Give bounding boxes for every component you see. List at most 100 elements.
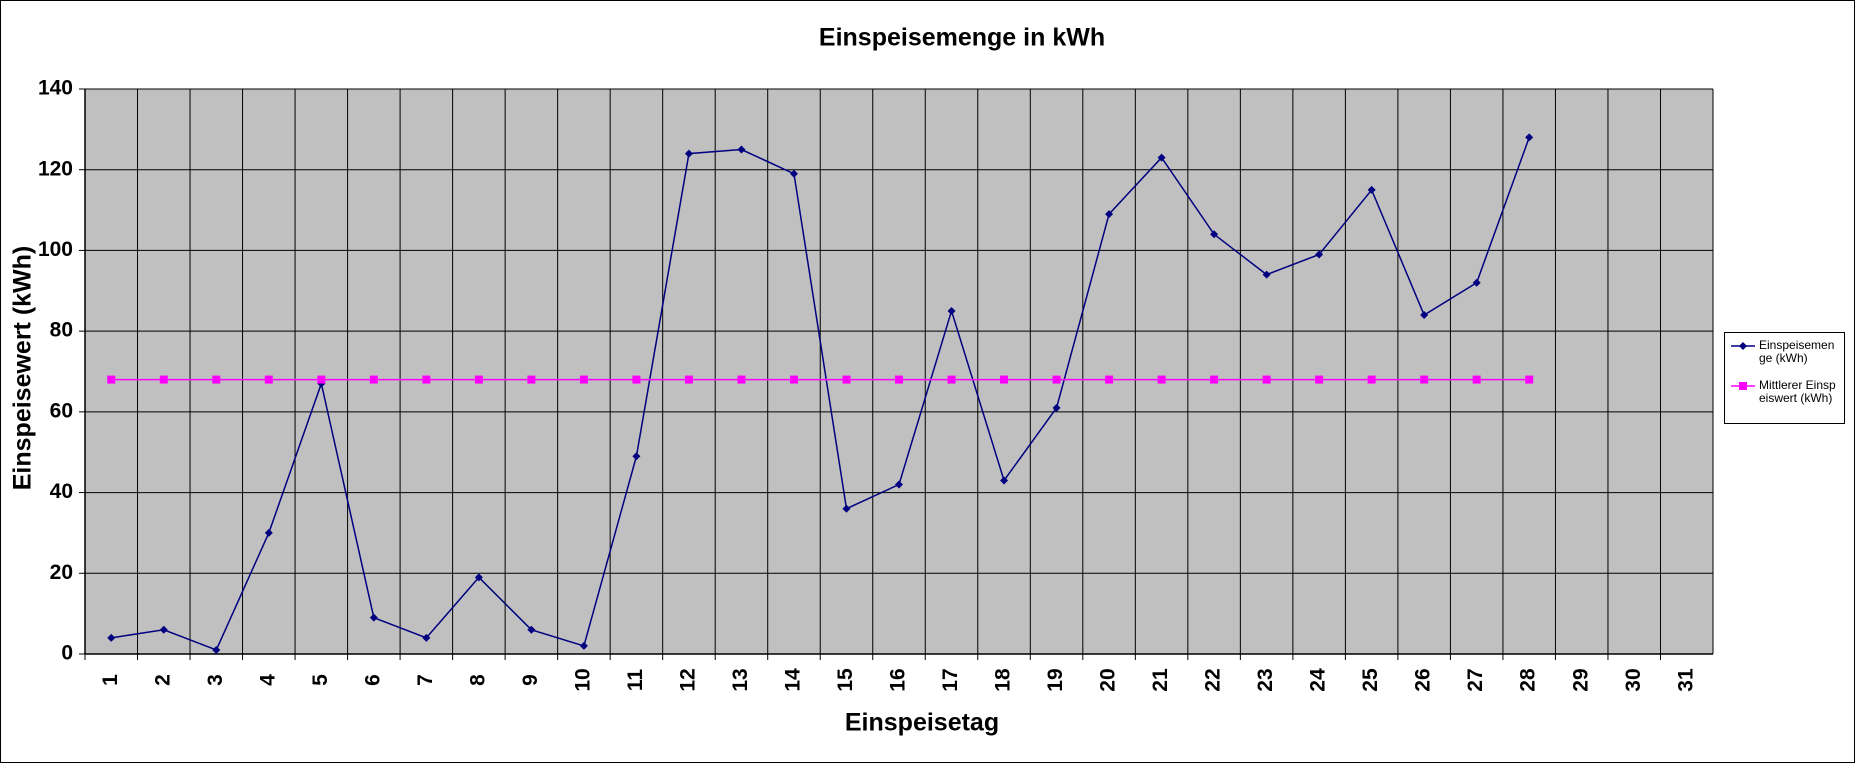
marker (1052, 375, 1061, 384)
x-tick-label: 29 (1569, 668, 1592, 691)
x-tick-label: 24 (1307, 668, 1330, 692)
x-tick-label: 12 (676, 668, 699, 691)
marker (1472, 278, 1481, 287)
y-tick-label: 100 (38, 238, 73, 261)
x-tick-label: 31 (1674, 668, 1697, 692)
marker (1525, 133, 1534, 142)
marker (159, 625, 168, 634)
x-tick-label: 4 (256, 674, 279, 686)
legend-symbol (1731, 382, 1755, 390)
marker (895, 480, 903, 489)
marker (159, 375, 168, 384)
marker (1000, 375, 1009, 384)
legend-item: Einspeisemenge (kWh) (1729, 339, 1840, 365)
marker (1210, 230, 1219, 239)
legend-label: Mittlerer Einspeiswert (kWh) (1759, 378, 1836, 405)
marker (474, 573, 483, 582)
marker (947, 306, 956, 315)
x-tick-label: 25 (1359, 668, 1382, 692)
x-tick-label: 16 (887, 668, 910, 691)
y-tick-label: 120 (38, 157, 73, 180)
marker (684, 375, 693, 384)
x-tick-label: 10 (571, 668, 594, 691)
chart-title: Einspeisemenge in kWh (819, 24, 1105, 52)
marker (947, 375, 956, 384)
x-tick-label: 26 (1412, 668, 1435, 691)
marker (737, 145, 746, 154)
marker (527, 375, 536, 384)
marker (1210, 375, 1219, 384)
marker (1157, 375, 1166, 384)
marker (1315, 375, 1324, 384)
y-tick-label: 40 (50, 480, 73, 503)
x-tick-label: 21 (1149, 668, 1172, 692)
x-tick-label: 27 (1464, 668, 1487, 691)
marker (579, 375, 588, 384)
legend-item: Mittlerer Einspeiswert (kWh) (1729, 379, 1840, 405)
x-tick-label: 6 (361, 674, 384, 686)
marker (789, 375, 798, 384)
marker (527, 625, 536, 634)
x-tick-label: 22 (1202, 668, 1225, 691)
y-tick-label: 60 (50, 399, 73, 422)
marker (1105, 375, 1114, 384)
x-tick-label: 17 (939, 668, 962, 691)
x-tick-label: 9 (519, 674, 542, 686)
marker (107, 375, 116, 384)
y-tick-label: 80 (50, 319, 73, 342)
marker (1367, 185, 1376, 194)
marker (1052, 403, 1061, 412)
x-tick-label: 13 (729, 668, 752, 691)
y-tick-label: 20 (50, 561, 73, 584)
marker (737, 375, 746, 384)
marker (1525, 375, 1534, 384)
y-axis-title: Einspeisewert (kWh) (9, 246, 37, 491)
marker (632, 375, 641, 384)
x-tick-label: 14 (782, 668, 805, 692)
marker (422, 375, 431, 384)
marker (1472, 375, 1481, 384)
x-tick-label: 5 (309, 674, 332, 686)
marker (369, 375, 378, 384)
marker (1739, 382, 1747, 390)
x-tick-label: 23 (1254, 668, 1277, 691)
x-tick-label: 1 (99, 674, 122, 686)
marker (422, 633, 431, 642)
x-tick-label: 20 (1097, 668, 1120, 691)
x-tick-label: 18 (992, 668, 1015, 692)
x-tick-label: 19 (1044, 668, 1067, 691)
x-tick-label: 28 (1517, 668, 1540, 692)
marker (1420, 311, 1429, 319)
y-tick-label: 140 (38, 77, 73, 100)
marker (212, 645, 221, 654)
marker (895, 375, 903, 384)
marker (264, 375, 273, 384)
marker (1157, 153, 1166, 162)
marker (1315, 250, 1324, 259)
x-tick-label: 8 (466, 674, 489, 686)
marker (474, 375, 483, 384)
marker (632, 452, 641, 461)
x-axis-title: Einspeisetag (845, 709, 999, 737)
marker (1420, 375, 1429, 384)
marker (789, 169, 798, 178)
marker (264, 528, 273, 537)
x-tick-label: 3 (204, 674, 227, 686)
marker (579, 641, 588, 650)
marker (1000, 476, 1009, 485)
marker (1367, 375, 1376, 384)
plot-area (85, 89, 1713, 654)
x-tick-label: 11 (624, 669, 647, 692)
x-tick-label: 2 (151, 674, 174, 686)
x-tick-label: 30 (1622, 668, 1645, 691)
x-tick-label: 15 (834, 668, 857, 692)
marker (317, 375, 326, 384)
marker (107, 633, 116, 642)
legend: Einspeisemenge (kWh) Mittlerer Einspeiswe… (1724, 332, 1845, 424)
legend-symbol (1731, 342, 1755, 350)
marker (1262, 270, 1271, 279)
legend-label: Einspeisemenge (kWh) (1759, 338, 1835, 365)
series-line (111, 137, 1530, 651)
